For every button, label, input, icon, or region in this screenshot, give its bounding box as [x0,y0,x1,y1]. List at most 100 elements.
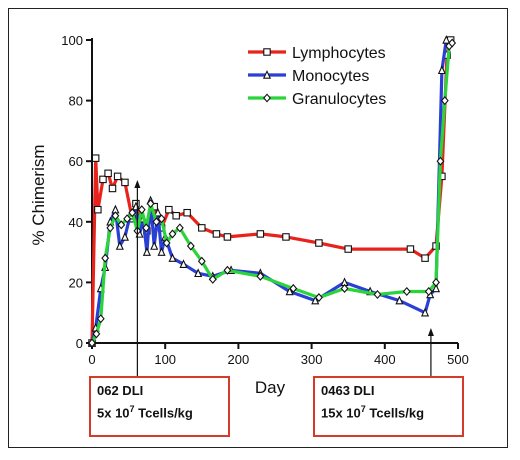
data-point-lymphocytes [212,230,221,238]
data-point-lymphocytes [315,239,323,247]
data-point-granulocytes [168,229,177,239]
data-point-lymphocytes [344,245,352,253]
data-point-granulocytes [448,38,457,48]
legend-label-lymphocytes: Lymphocytes [292,45,386,62]
data-point-monocytes [153,207,162,217]
data-point-granulocytes [197,256,206,266]
series-granulocytes [88,38,457,348]
data-point-granulocytes [146,199,155,209]
data-point-granulocytes [111,211,120,221]
data-point-monocytes [395,295,404,305]
data-point-monocytes [150,241,159,250]
series-line-monocytes [90,39,448,344]
annotation-arrows [134,180,434,378]
legend-marker-monocytes [262,69,272,79]
data-point-granulocytes [402,286,411,297]
data-point-monocytes [157,247,166,256]
legend-marker-lymphocytes [263,48,271,56]
series-layer [87,34,457,348]
data-point-monocytes [311,295,320,305]
data-point-granulocytes [373,289,382,300]
y-tick-label: 80 [69,94,83,109]
data-point-granulocytes [436,156,445,166]
annotation-1-line1: 062 DLI [97,383,144,398]
data-point-monocytes [168,253,177,262]
data-point-lymphocytes [91,154,100,162]
y-tick-label: 100 [61,33,83,48]
data-point-granulocytes [424,286,433,297]
legend: Lymphocytes Monocytes Granulocytes [248,45,386,108]
data-point-lymphocytes [256,230,265,238]
data-point-monocytes [115,241,124,250]
data-point-granulocytes [223,265,232,275]
y-axis-label: % Chimerism [29,144,48,245]
data-point-granulocytes [186,241,195,251]
legend-label-granulocytes: Granulocytes [292,91,386,108]
data-point-lymphocytes [108,184,117,193]
data-point-granulocytes [152,217,161,227]
data-point-granulocytes [123,214,132,224]
data-point-monocytes [179,259,188,268]
data-point-monocytes [437,65,446,75]
annotation-1-line2: 5x 107 Tcells/kg [97,404,193,421]
annotation-box-dli-2: 0463 DLI 15x 107 Tcells/kg [313,376,464,437]
data-point-lymphocytes [406,245,415,253]
legend-label-monocytes: Monocytes [292,68,369,85]
data-point-granulocytes [92,329,101,339]
data-point-granulocytes [137,205,146,215]
annotation-box-dli-1: 062 DLI 5x 107 Tcells/kg [89,376,230,437]
x-tick-label: 500 [447,352,469,367]
y-tick-label: 40 [69,215,83,230]
annotation-2-line2: 15x 107 Tcells/kg [321,404,425,421]
data-point-lymphocytes [172,211,180,220]
data-point-granulocytes [289,283,298,294]
data-point-granulocytes [162,238,171,248]
data-point-lymphocytes [183,208,191,217]
data-point-granulocytes [157,214,166,224]
data-point-lymphocytes [198,224,206,232]
data-point-lymphocytes [121,178,129,187]
data-point-lymphocytes [282,233,290,241]
figure-frame [8,8,508,448]
data-point-granulocytes [440,96,449,106]
data-point-monocytes [431,283,441,293]
data-point-granulocytes [175,223,184,233]
y-tick-label: 60 [69,154,83,169]
data-point-lymphocytes [94,205,102,214]
x-tick-label: 300 [301,352,323,367]
x-tick-label: 400 [374,352,396,367]
x-tick-label: 0 [88,352,95,367]
annotation-arrow-head [134,180,141,188]
annotation-2-line1: 0463 DLI [321,383,375,398]
annotation-arrow-head [427,328,434,336]
data-point-granulocytes [142,223,151,233]
series-line-lymphocytes [90,39,453,344]
axes: 0 20 40 60 80 100 0 100 200 300 400 500 [61,33,469,367]
data-point-granulocytes [256,271,265,281]
data-point-granulocytes [432,277,440,287]
y-tick-label: 20 [69,275,83,290]
data-point-granulocytes [106,223,115,233]
data-point-granulocytes [314,293,323,303]
data-point-lymphocytes [113,172,122,181]
data-point-lymphocytes [104,169,112,178]
data-point-granulocytes [88,338,96,348]
x-tick-label: 200 [228,352,250,367]
data-point-lymphocytes [223,233,232,241]
series-monocytes [87,34,451,347]
x-tick-label: 100 [154,352,176,367]
x-axis-label: Day [255,378,286,397]
data-point-monocytes [142,247,151,256]
data-point-lymphocytes [99,175,107,184]
data-point-lymphocytes [421,254,429,262]
data-point-monocytes [442,34,451,44]
data-point-granulocytes [340,283,349,294]
data-point-monocytes [285,286,294,296]
data-point-granulocytes [96,314,105,324]
data-point-monocytes [420,307,430,317]
legend-marker-granulocytes [263,93,271,103]
data-point-granulocytes [128,208,137,218]
data-point-granulocytes [117,220,126,230]
series-line-granulocytes [90,41,454,344]
